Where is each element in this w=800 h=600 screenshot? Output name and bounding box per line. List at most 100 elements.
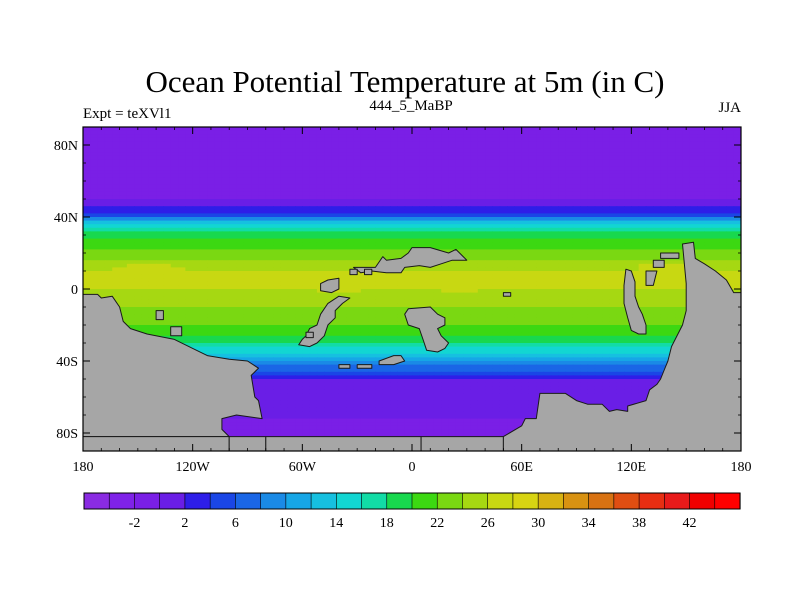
- ocean-cell: [565, 137, 574, 142]
- ocean-cell: [485, 296, 494, 301]
- ocean-cell: [185, 253, 194, 258]
- ocean-cell: [141, 299, 150, 304]
- ocean-cell: [682, 159, 691, 164]
- ocean-cell: [470, 281, 479, 286]
- ocean-cell: [163, 245, 172, 250]
- ocean-cell: [631, 166, 640, 171]
- ocean-cell: [660, 195, 669, 200]
- ocean-cell: [477, 209, 486, 214]
- ocean-cell: [163, 134, 172, 139]
- ocean-cell: [207, 314, 216, 319]
- ocean-cell: [185, 296, 194, 301]
- ocean-cell: [104, 159, 113, 164]
- ocean-cell: [126, 137, 135, 142]
- ocean-cell: [258, 231, 267, 236]
- ocean-cell: [119, 238, 128, 243]
- ocean-cell: [419, 202, 428, 207]
- ocean-cell: [441, 155, 450, 160]
- ocean-cell: [265, 166, 274, 171]
- ocean-cell: [119, 145, 128, 150]
- ocean-cell: [221, 224, 230, 229]
- ocean-cell: [185, 188, 194, 193]
- ocean-cell: [390, 195, 398, 200]
- ocean-cell: [141, 209, 150, 214]
- ocean-cell: [485, 191, 494, 196]
- ocean-cell: [485, 253, 494, 258]
- ocean-cell: [711, 245, 720, 250]
- ocean-cell: [360, 296, 369, 301]
- ocean-cell: [609, 285, 618, 290]
- ocean-cell: [309, 155, 318, 160]
- ocean-cell: [645, 199, 654, 204]
- ocean-cell: [295, 202, 303, 207]
- ocean-cell: [134, 134, 143, 139]
- ocean-cell: [251, 159, 260, 164]
- ocean-cell: [382, 166, 391, 171]
- ocean-cell: [309, 260, 318, 265]
- ocean-cell: [470, 256, 479, 261]
- ocean-cell: [455, 260, 464, 265]
- ocean-cell: [536, 188, 545, 193]
- ocean-cell: [550, 256, 559, 261]
- ocean-cell: [163, 267, 172, 272]
- ocean-cell: [360, 285, 369, 290]
- ocean-cell: [433, 289, 442, 294]
- ocean-cell: [148, 242, 157, 247]
- ocean-cell: [558, 263, 567, 268]
- ocean-cell: [660, 163, 669, 168]
- ocean-cell: [602, 159, 610, 164]
- ocean-cell: [338, 278, 347, 283]
- ocean-cell: [280, 195, 289, 200]
- ocean-cell: [397, 231, 406, 236]
- ocean-cell: [141, 296, 150, 301]
- ocean-cell: [97, 141, 106, 146]
- ocean-cell: [485, 127, 494, 132]
- ocean-cell: [726, 181, 735, 186]
- ocean-cell: [397, 137, 406, 142]
- ocean-cell: [163, 253, 172, 258]
- ocean-cell: [360, 209, 369, 214]
- ocean-cell: [660, 303, 669, 308]
- ocean-cell: [704, 253, 713, 258]
- ocean-cell: [360, 235, 369, 240]
- ocean-cell: [404, 224, 413, 229]
- ocean-cell: [178, 303, 186, 308]
- ocean-cell: [565, 163, 574, 168]
- ocean-cell: [295, 310, 303, 315]
- ocean-cell: [638, 253, 647, 258]
- ocean-cell: [660, 217, 669, 222]
- ocean-cell: [207, 249, 216, 254]
- ocean-cell: [645, 184, 654, 189]
- ocean-cell: [470, 260, 479, 265]
- ocean-cell: [543, 213, 552, 218]
- ocean-cell: [507, 173, 515, 178]
- ocean-cell: [609, 130, 618, 135]
- ocean-cell: [316, 155, 325, 160]
- ocean-cell: [390, 281, 398, 286]
- ocean-cell: [368, 213, 377, 218]
- ocean-cell: [280, 166, 289, 171]
- ocean-cell: [397, 296, 406, 301]
- ocean-cell: [280, 310, 289, 315]
- ocean-cell: [360, 199, 369, 204]
- ocean-cell: [360, 256, 369, 261]
- ocean-cell: [536, 285, 545, 290]
- ocean-cell: [616, 184, 625, 189]
- ocean-cell: [360, 307, 369, 312]
- ocean-cell: [287, 289, 296, 294]
- ocean-cell: [368, 310, 377, 315]
- ocean-cell: [309, 170, 318, 175]
- ocean-cell: [485, 155, 494, 160]
- ocean-cell: [412, 281, 420, 286]
- ocean-cell: [258, 271, 267, 276]
- ocean-cell: [112, 191, 121, 196]
- ocean-cell: [733, 188, 741, 193]
- ocean-cell: [185, 159, 194, 164]
- ocean-cell: [499, 141, 508, 146]
- ocean-cell: [368, 231, 377, 236]
- ocean-cell: [353, 217, 362, 222]
- ocean-cell: [675, 127, 684, 132]
- ocean-cell: [455, 220, 464, 225]
- ocean-cell: [580, 231, 589, 236]
- ocean-cell: [199, 303, 208, 308]
